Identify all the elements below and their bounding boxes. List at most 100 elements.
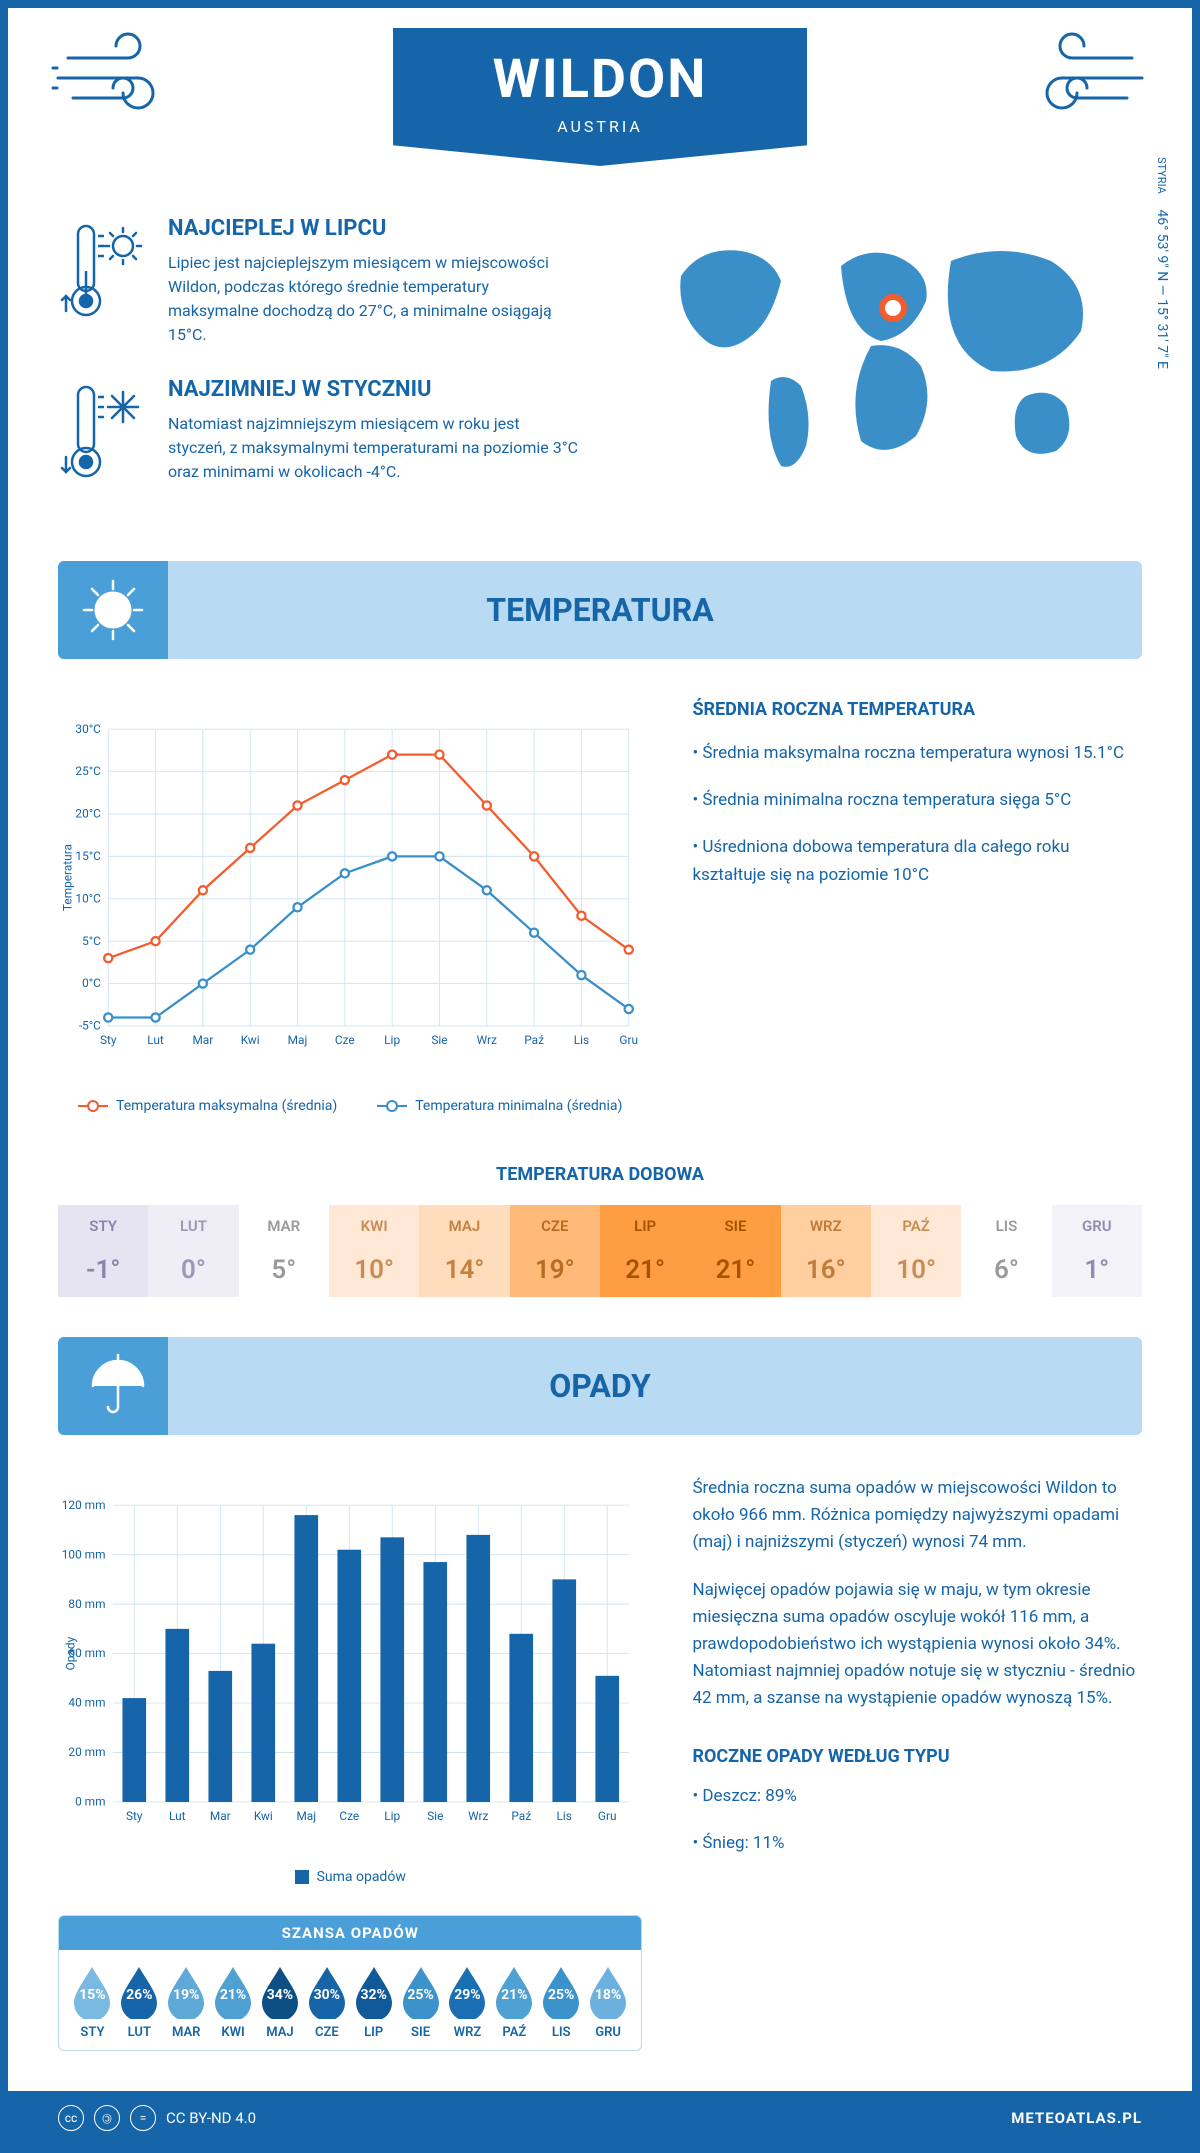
chance-cell: 19% MAR	[163, 1965, 210, 2040]
footer-license: cc 🄯 = CC BY-ND 4.0	[58, 2105, 256, 2131]
chance-title: SZANSA OPADÓW	[59, 1916, 641, 1950]
section-bar-precipitation: OPADY	[58, 1337, 1142, 1435]
svg-text:Lip: Lip	[384, 1033, 400, 1047]
region-label: STYRIA	[1155, 157, 1168, 194]
svg-text:Maj: Maj	[296, 1809, 316, 1823]
header: WILDON AUSTRIA	[8, 8, 1192, 196]
thermometer-sun-icon	[58, 216, 148, 347]
info-hot-body: Lipiec jest najcieplejszym miesiącem w m…	[168, 251, 580, 347]
temperature-text: ŚREDNIA ROCZNA TEMPERATURA • Średnia mak…	[692, 699, 1142, 1114]
svg-text:Opady: Opady	[63, 1636, 77, 1670]
daily-cell: GRU1°	[1052, 1205, 1142, 1297]
svg-text:Cze: Cze	[335, 1033, 355, 1047]
svg-text:5°C: 5°C	[82, 934, 101, 948]
daily-cell: KWI10°	[329, 1205, 419, 1297]
temp-text-p2: • Średnia minimalna roczna temperatura s…	[692, 787, 1142, 814]
intro-left: NAJCIEPLEJ W LIPCU Lipiec jest najcieple…	[58, 216, 580, 521]
page: WILDON AUSTRIA NAJCIEPLEJ W LIPCU Lipiec…	[0, 0, 1200, 2153]
daily-cell: CZE19°	[510, 1205, 600, 1297]
page-subtitle: AUSTRIA	[493, 117, 708, 136]
svg-text:100 mm: 100 mm	[62, 1547, 106, 1561]
precip-type-heading: ROCZNE OPADY WEDŁUG TYPU	[692, 1743, 1142, 1772]
nd-icon: =	[130, 2105, 156, 2131]
chance-cell: 25% LIS	[538, 1965, 585, 2040]
footer: cc 🄯 = CC BY-ND 4.0 METEOATLAS.PL	[8, 2091, 1192, 2145]
svg-text:Gru: Gru	[598, 1809, 617, 1823]
svg-text:0°C: 0°C	[82, 976, 101, 990]
temperature-chart: -5°C0°C5°C10°C15°C20°C25°C30°CStyLutMarK…	[58, 699, 642, 1114]
info-hot: NAJCIEPLEJ W LIPCU Lipiec jest najcieple…	[58, 216, 580, 347]
chance-cell: 15% STY	[69, 1965, 116, 2040]
thermometer-snow-icon	[58, 377, 148, 491]
daily-title: TEMPERATURA DOBOWA	[58, 1164, 1142, 1185]
title-banner: WILDON AUSTRIA	[393, 28, 808, 166]
svg-text:80 mm: 80 mm	[68, 1597, 105, 1611]
svg-text:40 mm: 40 mm	[68, 1696, 105, 1710]
precipitation-left: 0 mm20 mm40 mm60 mm80 mm100 mm120 mmStyL…	[58, 1475, 642, 2051]
drop-icon: 15%	[70, 1965, 114, 2019]
chance-box: SZANSA OPADÓW 15% STY 26% LUT 19% MAR 21…	[58, 1915, 642, 2051]
daily-cell: PAŹ10°	[871, 1205, 961, 1297]
svg-text:Mar: Mar	[210, 1809, 231, 1823]
info-cold-title: NAJZIMNIEJ W STYCZNIU	[168, 377, 580, 402]
precip-type2: • Śnieg: 11%	[692, 1830, 1142, 1857]
info-cold-body: Natomiast najzimniejszym miesiącem w rok…	[168, 412, 580, 484]
svg-text:Kwi: Kwi	[254, 1809, 273, 1823]
world-map-icon	[620, 216, 1142, 496]
svg-text:Temperatura: Temperatura	[61, 844, 75, 911]
section-title: TEMPERATURA	[486, 591, 713, 629]
chance-cell: 32% LIP	[350, 1965, 397, 2040]
wind-icon	[48, 28, 188, 132]
daily-cell: SIE21°	[690, 1205, 780, 1297]
svg-text:15°C: 15°C	[75, 849, 101, 863]
svg-text:Kwi: Kwi	[241, 1033, 260, 1047]
temp-text-p3: • Uśredniona dobowa temperatura dla całe…	[692, 834, 1142, 888]
svg-text:Lut: Lut	[169, 1809, 186, 1823]
chance-cell: 18% GRU	[585, 1965, 632, 2040]
precipitation-text: Średnia roczna suma opadów w miejscowośc…	[692, 1475, 1142, 2051]
page-title: WILDON	[493, 48, 708, 111]
sun-icon	[58, 561, 168, 659]
svg-text:Lis: Lis	[557, 1809, 572, 1823]
svg-text:10°C: 10°C	[75, 891, 101, 905]
section-title: OPADY	[549, 1367, 651, 1405]
chart-legend: Temperatura maksymalna (średnia) Tempera…	[58, 1098, 642, 1114]
license-text: CC BY-ND 4.0	[166, 2109, 256, 2127]
legend-min: Temperatura minimalna (średnia)	[415, 1098, 622, 1114]
svg-text:Sie: Sie	[427, 1809, 443, 1823]
footer-site: METEOATLAS.PL	[1011, 2109, 1142, 2127]
svg-text:Lut: Lut	[147, 1033, 164, 1047]
svg-text:120 mm: 120 mm	[62, 1498, 106, 1512]
precipitation-section: 0 mm20 mm40 mm60 mm80 mm100 mm120 mmStyL…	[8, 1475, 1192, 2091]
chance-cell: 34% MAJ	[257, 1965, 304, 2040]
svg-text:Gru: Gru	[619, 1033, 638, 1047]
daily-cell: LIP21°	[600, 1205, 690, 1297]
coordinates: STYRIA 46° 53' 9" N — 15° 31' 7" E	[1154, 157, 1170, 369]
temp-text-p1: • Średnia maksymalna roczna temperatura …	[692, 740, 1142, 767]
svg-text:Mar: Mar	[192, 1033, 213, 1047]
section-bar-temperature: TEMPERATURA	[58, 561, 1142, 659]
drop-icon: 34%	[258, 1965, 302, 2019]
daily-cell: LUT0°	[148, 1205, 238, 1297]
svg-text:Paź: Paź	[524, 1033, 544, 1047]
precipitation-chart: 0 mm20 mm40 mm60 mm80 mm100 mm120 mmStyL…	[58, 1475, 642, 1855]
temperature-section: -5°C0°C5°C10°C15°C20°C25°C30°CStyLutMarK…	[8, 699, 1192, 1337]
by-icon: 🄯	[94, 2105, 120, 2131]
drop-icon: 25%	[399, 1965, 443, 2019]
drop-icon: 30%	[305, 1965, 349, 2019]
drop-icon: 25%	[539, 1965, 583, 2019]
daily-cell: MAR5°	[239, 1205, 329, 1297]
daily-cell: MAJ14°	[419, 1205, 509, 1297]
daily-cell: STY-1°	[58, 1205, 148, 1297]
svg-text:Sty: Sty	[126, 1809, 143, 1823]
info-hot-title: NAJCIEPLEJ W LIPCU	[168, 216, 580, 241]
legend-precip: Suma opadów	[317, 1869, 406, 1885]
drop-icon: 21%	[492, 1965, 536, 2019]
daily-cell: WRZ16°	[781, 1205, 871, 1297]
svg-text:Maj: Maj	[288, 1033, 308, 1047]
coords-text: 46° 53' 9" N — 15° 31' 7" E	[1154, 209, 1170, 369]
svg-text:Cze: Cze	[339, 1809, 359, 1823]
chance-cell: 21% KWI	[210, 1965, 257, 2040]
chance-cell: 21% PAŹ	[491, 1965, 538, 2040]
chance-cell: 30% CZE	[303, 1965, 350, 2040]
